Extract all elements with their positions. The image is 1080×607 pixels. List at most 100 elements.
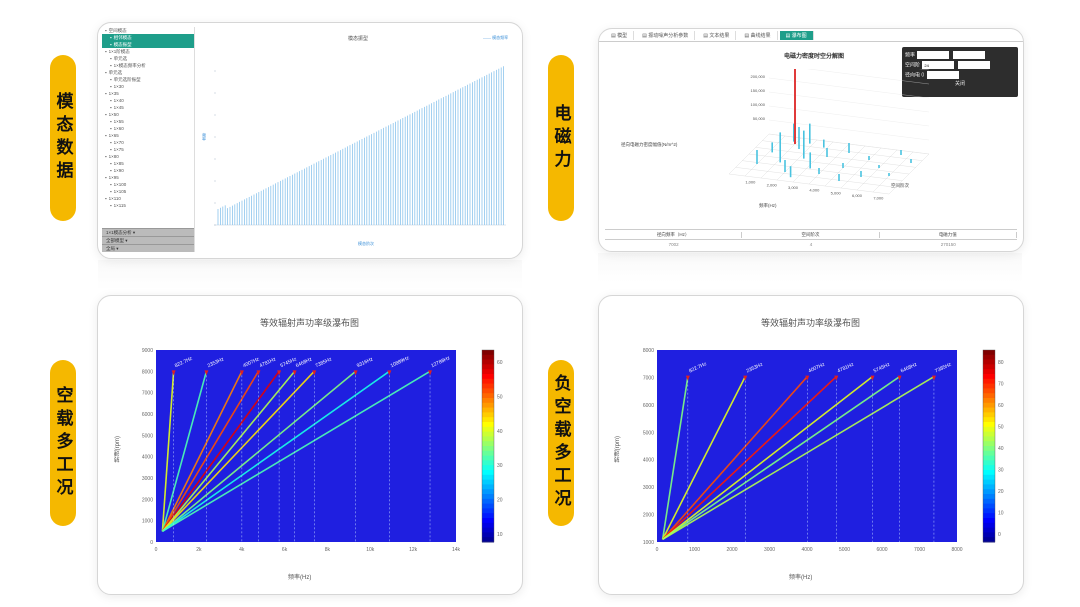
tree-item[interactable]: ▪ 1×110 [102, 195, 194, 202]
colorbar-segment [482, 513, 494, 519]
tree-item[interactable]: ▪ 单元选阶振型 [102, 76, 194, 83]
em-tab[interactable]: ▤ 模型 [605, 30, 635, 40]
em-tab[interactable]: ▤ 瀑布图 [779, 30, 814, 40]
colorbar-segment [983, 364, 995, 370]
z-tick-label: 100,000 [751, 102, 766, 107]
colorbar-tick-label: 40 [998, 446, 1004, 452]
peak-marker [834, 375, 839, 381]
colorbar-segment [482, 489, 494, 495]
em-order-max[interactable] [957, 61, 990, 69]
em-radial-input[interactable] [926, 71, 959, 79]
collapsed-section[interactable]: 全部模型 ▾ [102, 236, 194, 244]
y-tick-label: 3000 [643, 485, 654, 491]
em-order-input[interactable] [922, 61, 955, 69]
colorbar-tick-label: 0 [998, 532, 1001, 538]
em-panel: ▤ 模型 ▤ 振动噪声分析参数 ▤ 文本结果 ▤ 曲线结果 ▤ 瀑布图 电磁力密度时空分… [598, 28, 1024, 252]
tree-item[interactable]: ▪ 1×100 [102, 181, 194, 188]
colorbar-segment [482, 354, 494, 361]
tree-item[interactable]: ▪ 1×80 [102, 153, 194, 160]
tree-item[interactable]: ▪ 相邻模态 [102, 34, 194, 41]
folder-icon: ▪ [110, 126, 112, 131]
tree-item[interactable]: ▪ 模态振型 [102, 41, 194, 48]
modal-legend[interactable]: —— 模态频率 [483, 35, 509, 40]
peak-marker [256, 370, 261, 376]
colorbar-segment [482, 422, 494, 428]
table-header: 电磁力值 [880, 231, 1017, 238]
modal-bar-chart [214, 66, 506, 226]
colorbar-tick-label: 60 [497, 360, 503, 366]
tree-item-label: 1×90 [113, 168, 124, 173]
load-tag: 负空载多工况 [548, 360, 574, 526]
y-tick-label: 1000 [643, 540, 654, 546]
colorbar-segment [983, 359, 995, 365]
colorbar-segment [482, 532, 494, 538]
collapsed-section[interactable]: 1×1模态分析 ▾ [102, 228, 194, 236]
tree-item[interactable]: ▪ 空间模态 [102, 27, 194, 34]
colorbar-segment [482, 383, 494, 389]
colorbar-segment [482, 508, 494, 514]
tree-item[interactable]: ▪ 1×115 [102, 202, 194, 209]
tree-item[interactable]: ▪ 1×60 [102, 125, 194, 132]
em-tab[interactable]: ▤ 文本结果 [697, 30, 737, 40]
tree-item[interactable]: ▪ 1×95 [102, 174, 194, 181]
folder-icon: ▪ [105, 133, 107, 138]
order-line [161, 370, 357, 532]
colorbar-segment [983, 470, 995, 476]
tree-item[interactable]: ▪ 1×70 [102, 139, 194, 146]
tree-item[interactable]: ▪ 1×1阶模态 [102, 48, 194, 55]
em-close-button[interactable]: 关闭 [954, 81, 965, 87]
colorbar-tick-label: 50 [998, 425, 1004, 431]
tree-item[interactable]: ▪ 1×85 [102, 160, 194, 167]
grid-line [728, 173, 890, 195]
tree-item-label: 1×115 [113, 203, 126, 208]
x-tick-label: 5,000 [831, 190, 842, 195]
em-freq-max[interactable] [952, 51, 985, 59]
tree-item[interactable]: ▪ 1×50 [102, 111, 194, 118]
colorbar-segment [983, 417, 995, 423]
order-line [662, 376, 901, 540]
em-3d-plot: 270,150250,000200,000150,000100,00050,00… [728, 69, 930, 201]
y-tick-label: 2000 [142, 497, 153, 503]
x-tick-label: 2k [196, 547, 202, 553]
colorbar-segment [482, 398, 494, 404]
peak-marker [870, 375, 875, 381]
peak-marker [743, 375, 748, 381]
em-freq-min[interactable] [917, 51, 950, 59]
tree-item[interactable]: ▪ 1×35 [102, 90, 194, 97]
tree-item[interactable]: ▪ 单元选 [102, 69, 194, 76]
x-tick-label: 0 [155, 547, 158, 553]
x-tick-label: 7000 [914, 547, 925, 553]
em-control-box: 频率 空间阶 径向电 0 关闭 [902, 47, 1018, 97]
order-line [662, 376, 873, 540]
tree-item[interactable]: ▪ 1×40 [102, 97, 194, 104]
collapsed-section[interactable]: 全局 ▾ [102, 244, 194, 252]
tree-item[interactable]: ▪ 1×30 [102, 83, 194, 90]
z-tick-label: 150,000 [751, 88, 766, 93]
colorbar-segment [983, 441, 995, 447]
peak-marker [353, 370, 358, 376]
em-title: 电磁力密度时空分解图 [784, 54, 845, 60]
tree-item[interactable]: ▪ 1×65 [102, 132, 194, 139]
colorbar-segment [482, 498, 494, 505]
tree-item[interactable]: ▪ 1×45 [102, 104, 194, 111]
colorbar-segment [983, 450, 995, 457]
tree-item-label: 1×100 [113, 182, 127, 187]
tree-item[interactable]: ▪ 1×55 [102, 118, 194, 125]
folder-icon: ▪ [110, 63, 112, 68]
grid-line [748, 153, 910, 175]
em-tab[interactable]: ▤ 曲线结果 [738, 30, 778, 40]
em-tab[interactable]: ▤ 振动噪声分析参数 [636, 30, 696, 40]
tree-item[interactable]: ▪ 1×75 [102, 146, 194, 153]
table-cell: 7002 [668, 241, 679, 247]
em-z-label: 径向电磁力密度幅值(N/m^2) [621, 142, 678, 147]
em-freq-label: 频率 [905, 52, 916, 59]
tree-item[interactable]: ▪ 单元选 [102, 55, 194, 62]
x-tick-label: 0 [656, 547, 659, 553]
tree-item[interactable]: ▪ 1×105 [102, 188, 194, 195]
colorbar-segment [482, 503, 494, 509]
tree-item[interactable]: ▪ 1×模态频率分析 [102, 62, 194, 69]
tree-item[interactable]: ▪ 1×90 [102, 167, 194, 174]
colorbar-segment [482, 407, 494, 413]
load-waterfall: 822.7Hz 2353Hz 4007Hz 4781Hz 5745Hz 6468Hz 738… [643, 348, 1004, 553]
order-line [661, 376, 689, 540]
